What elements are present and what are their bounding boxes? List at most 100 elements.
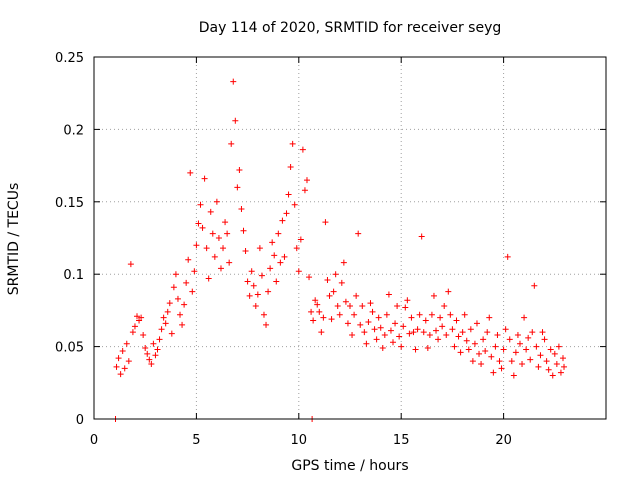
x-tick-label: 10: [291, 433, 308, 448]
data-point: [189, 288, 196, 295]
data-point: [150, 340, 157, 347]
data-point: [537, 352, 544, 359]
data-point: [494, 332, 501, 339]
data-point: [545, 366, 552, 373]
data-point: [242, 248, 249, 255]
data-point: [478, 360, 485, 367]
data-point: [217, 265, 224, 272]
data-point: [277, 259, 284, 266]
data-point: [367, 300, 374, 307]
data-point: [301, 187, 308, 194]
data-point: [547, 346, 554, 353]
data-point: [408, 314, 415, 321]
data-point: [209, 230, 216, 237]
data-point: [541, 336, 548, 343]
data-point: [553, 360, 560, 367]
data-point: [183, 279, 190, 286]
data-point: [398, 343, 405, 350]
data-point: [265, 288, 272, 295]
data-point: [424, 345, 431, 352]
data-point: [385, 291, 392, 298]
data-point: [340, 259, 347, 266]
data-point: [222, 219, 229, 226]
data-point: [138, 314, 145, 321]
data-point: [396, 333, 403, 340]
data-point: [129, 329, 136, 336]
y-axis-label: SRMTID / TECUs: [6, 183, 22, 296]
data-point: [519, 360, 526, 367]
data-point: [199, 224, 206, 231]
data-point: [328, 316, 335, 323]
data-point: [142, 345, 149, 352]
data-point: [332, 271, 339, 278]
data-point: [336, 311, 343, 318]
data-point: [514, 332, 521, 339]
y-tick-label: 0: [76, 413, 84, 428]
data-point: [508, 358, 515, 365]
data-point: [390, 339, 397, 346]
data-point: [559, 355, 566, 362]
data-point: [476, 350, 483, 357]
data-point: [283, 210, 290, 217]
data-point: [117, 371, 124, 378]
data-point: [248, 268, 255, 275]
data-point: [279, 217, 286, 224]
data-point: [377, 324, 384, 331]
data-point: [422, 317, 429, 324]
data-point: [146, 356, 153, 363]
plot-frame: [93, 56, 607, 420]
data-point: [303, 177, 310, 184]
data-point: [113, 363, 120, 370]
data-point: [394, 303, 401, 310]
data-point: [230, 78, 237, 85]
data-point: [177, 311, 184, 318]
data-point: [353, 292, 360, 299]
data-point: [152, 352, 159, 359]
data-point: [523, 346, 530, 353]
data-point: [131, 323, 138, 330]
data-point: [166, 300, 173, 307]
data-point: [402, 304, 409, 311]
data-point: [172, 271, 179, 278]
data-point: [295, 268, 302, 275]
data-point: [334, 303, 341, 310]
data-point: [543, 358, 550, 365]
data-point: [414, 326, 421, 333]
data-point: [310, 317, 317, 324]
data-point: [256, 245, 263, 252]
data-point: [363, 340, 370, 347]
data-point: [561, 363, 568, 370]
data-point: [224, 230, 231, 237]
y-tick-label: 0.1: [63, 268, 84, 283]
data-point: [447, 311, 454, 318]
data-point: [486, 314, 493, 321]
data-point: [357, 321, 364, 328]
data-point: [355, 230, 362, 237]
data-point: [134, 313, 141, 320]
data-point: [433, 327, 440, 334]
data-point: [119, 347, 126, 354]
data-point: [347, 303, 353, 310]
data-point: [326, 292, 333, 299]
data-point: [191, 268, 198, 275]
data-point: [502, 326, 509, 333]
data-point: [207, 208, 214, 215]
data-point: [293, 245, 300, 252]
x-tick-label: 5: [192, 433, 200, 448]
data-point: [125, 358, 132, 365]
data-point: [287, 164, 294, 171]
data-point: [181, 301, 188, 308]
data-point: [451, 343, 458, 350]
data-point: [121, 365, 128, 372]
data-point: [205, 275, 212, 282]
data-point: [267, 265, 274, 272]
data-point: [156, 336, 163, 343]
data-point: [250, 282, 257, 289]
data-point: [506, 336, 513, 343]
data-point: [500, 346, 507, 353]
data-point: [127, 261, 134, 268]
data-point: [435, 336, 442, 343]
data-point: [437, 314, 444, 321]
grid-lines: [94, 57, 606, 419]
